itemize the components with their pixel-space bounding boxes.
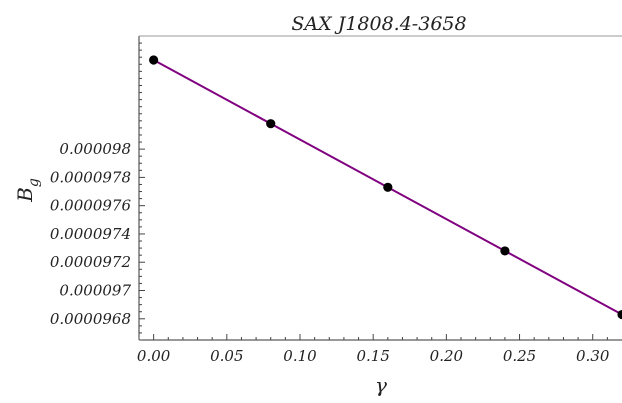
y-tick-label: 0.0000968 [50,310,131,328]
y-axis-label-subscript: g [26,178,42,187]
y-tick-label: 0.0000976 [50,197,132,215]
x-tick-label: 0.30 [576,347,610,365]
x-tick-label: 0.10 [283,347,317,365]
x-axis-label: γ [375,373,387,397]
y-tick-label: 0.0000974 [50,225,131,243]
data-point [617,309,622,320]
y-tick-label: 0.0000978 [50,168,131,186]
x-tick-label: 0.15 [356,347,389,365]
x-tick-label: 0.20 [430,347,464,365]
data-point [149,55,159,65]
x-tick-label: 0.05 [210,347,243,365]
data-point [500,246,510,256]
y-tick-label: 0.000097 [59,282,131,300]
plot-frame [138,35,622,341]
series-layer [149,55,622,320]
chart-title: SAX J1808.4-3658 [291,13,466,35]
x-tick-label: 0.00 [137,347,171,365]
y-axis-label: Bg [13,178,42,203]
y-tick-label: 0.0000972 [50,253,131,271]
data-point [383,182,393,192]
y-axis-label-main: B [13,187,37,203]
y-tick-label: 0.000098 [59,140,131,158]
data-point [266,119,276,129]
axis-ticks: 0.00 0.05 0.10 0.15 0.20 0.25 0.30 0.0000968 0.0… [50,42,610,365]
x-tick-label: 0.25 [503,347,536,365]
